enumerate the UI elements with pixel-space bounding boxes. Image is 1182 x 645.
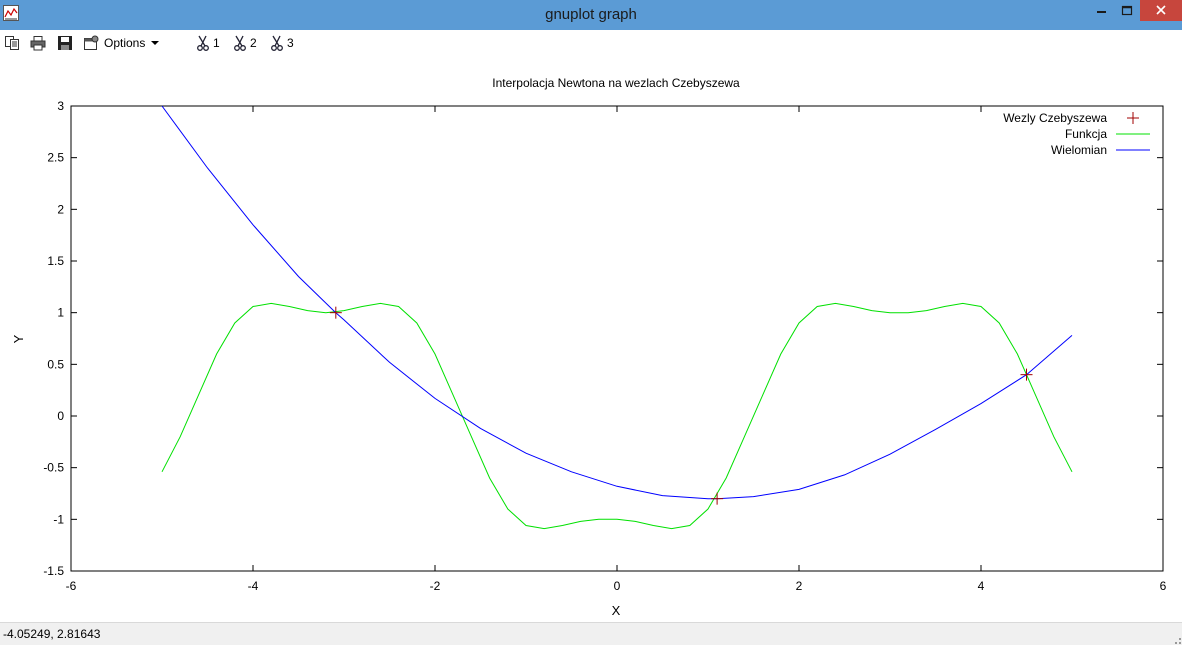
plot-axes: -6 -4 -2 0 2 4 6 -1.5 -1 -0.5 0 0.5 1 1.5 2 2.5 3 <box>43 99 1166 593</box>
scissors-label-2: 2 <box>250 36 257 50</box>
toolbar: Options 1 2 3 <box>0 30 1182 56</box>
x-tick-label: -6 <box>66 579 77 593</box>
plot-canvas[interactable]: Interpolacja Newtona na wezlach Czebysze… <box>0 56 1182 622</box>
status-bar: -4.05249, 2.81643 <box>0 622 1182 645</box>
y-tick-label: 2.5 <box>47 151 64 165</box>
options-icon <box>84 35 99 50</box>
x-tick-label: 6 <box>1160 579 1167 593</box>
x-tick-label: 2 <box>796 579 803 593</box>
gnuplot-app-icon[interactable] <box>3 5 19 21</box>
y-tick-label: 0 <box>57 409 64 423</box>
x-tick-label: 0 <box>614 579 621 593</box>
series-line-funkcja <box>161 302 1073 530</box>
minimize-button[interactable] <box>1088 0 1115 22</box>
data-point-wezly-czebyszewa <box>711 492 724 505</box>
window-titlebar: gnuplot graph <box>0 0 1182 30</box>
x-tick-label: 4 <box>978 579 985 593</box>
data-point-wezly-czebyszewa <box>1020 368 1033 381</box>
chart-title: Interpolacja Newtona na wezlach Czebysze… <box>492 76 740 90</box>
plot-border <box>70 105 1164 572</box>
y-tick-label: -1.5 <box>43 564 64 578</box>
y-tick-label: 0.5 <box>47 357 64 371</box>
save-icon[interactable] <box>57 35 73 51</box>
y-axis-label: Y <box>11 334 26 343</box>
x-tick-label: -4 <box>248 579 259 593</box>
series-line-wielomian <box>161 105 1073 500</box>
print-icon[interactable] <box>30 35 46 51</box>
minimize-icon <box>1097 11 1106 13</box>
data-point-wezly-czebyszewa <box>329 306 342 319</box>
resize-grip-icon[interactable] <box>1170 633 1182 645</box>
maximize-icon <box>1121 5 1133 16</box>
legend-label-funkcja: Funkcja <box>1065 127 1107 141</box>
y-tick-label: 1 <box>57 306 64 320</box>
scissors-label-3: 3 <box>287 36 294 50</box>
scissors-button-1[interactable]: 1 <box>195 34 223 52</box>
scissors-button-3[interactable]: 3 <box>269 34 297 52</box>
scissors-icon <box>234 35 246 51</box>
scissors-icon <box>197 35 209 51</box>
y-tick-label: 1.5 <box>47 254 64 268</box>
legend-label-wezly-czebyszewa: Wezly Czebyszewa <box>1003 111 1107 125</box>
y-tick-label: 3 <box>57 99 64 113</box>
options-menu-button[interactable]: Options <box>83 34 163 52</box>
maximize-button[interactable] <box>1114 0 1140 22</box>
chevron-down-icon <box>151 41 159 45</box>
legend-label-wielomian: Wielomian <box>1051 143 1107 157</box>
window-title: gnuplot graph <box>545 6 637 23</box>
x-axis-label: X <box>612 603 621 618</box>
scissors-icon <box>271 35 283 51</box>
close-icon <box>1156 5 1166 15</box>
x-tick-label: -2 <box>430 579 441 593</box>
y-tick-label: -1 <box>53 512 64 526</box>
y-tick-label: -0.5 <box>43 461 64 475</box>
legend: Wezly Czebyszewa Funkcja Wielomian <box>1003 111 1150 157</box>
scissors-button-2[interactable]: 2 <box>232 34 260 52</box>
scissors-label-1: 1 <box>213 36 220 50</box>
y-tick-label: 2 <box>57 202 64 216</box>
series-layer <box>161 105 1073 530</box>
close-button[interactable] <box>1140 0 1182 21</box>
cursor-coordinates: -4.05249, 2.81643 <box>3 627 101 641</box>
copy-icon[interactable] <box>4 35 20 51</box>
options-label: Options <box>104 36 146 50</box>
